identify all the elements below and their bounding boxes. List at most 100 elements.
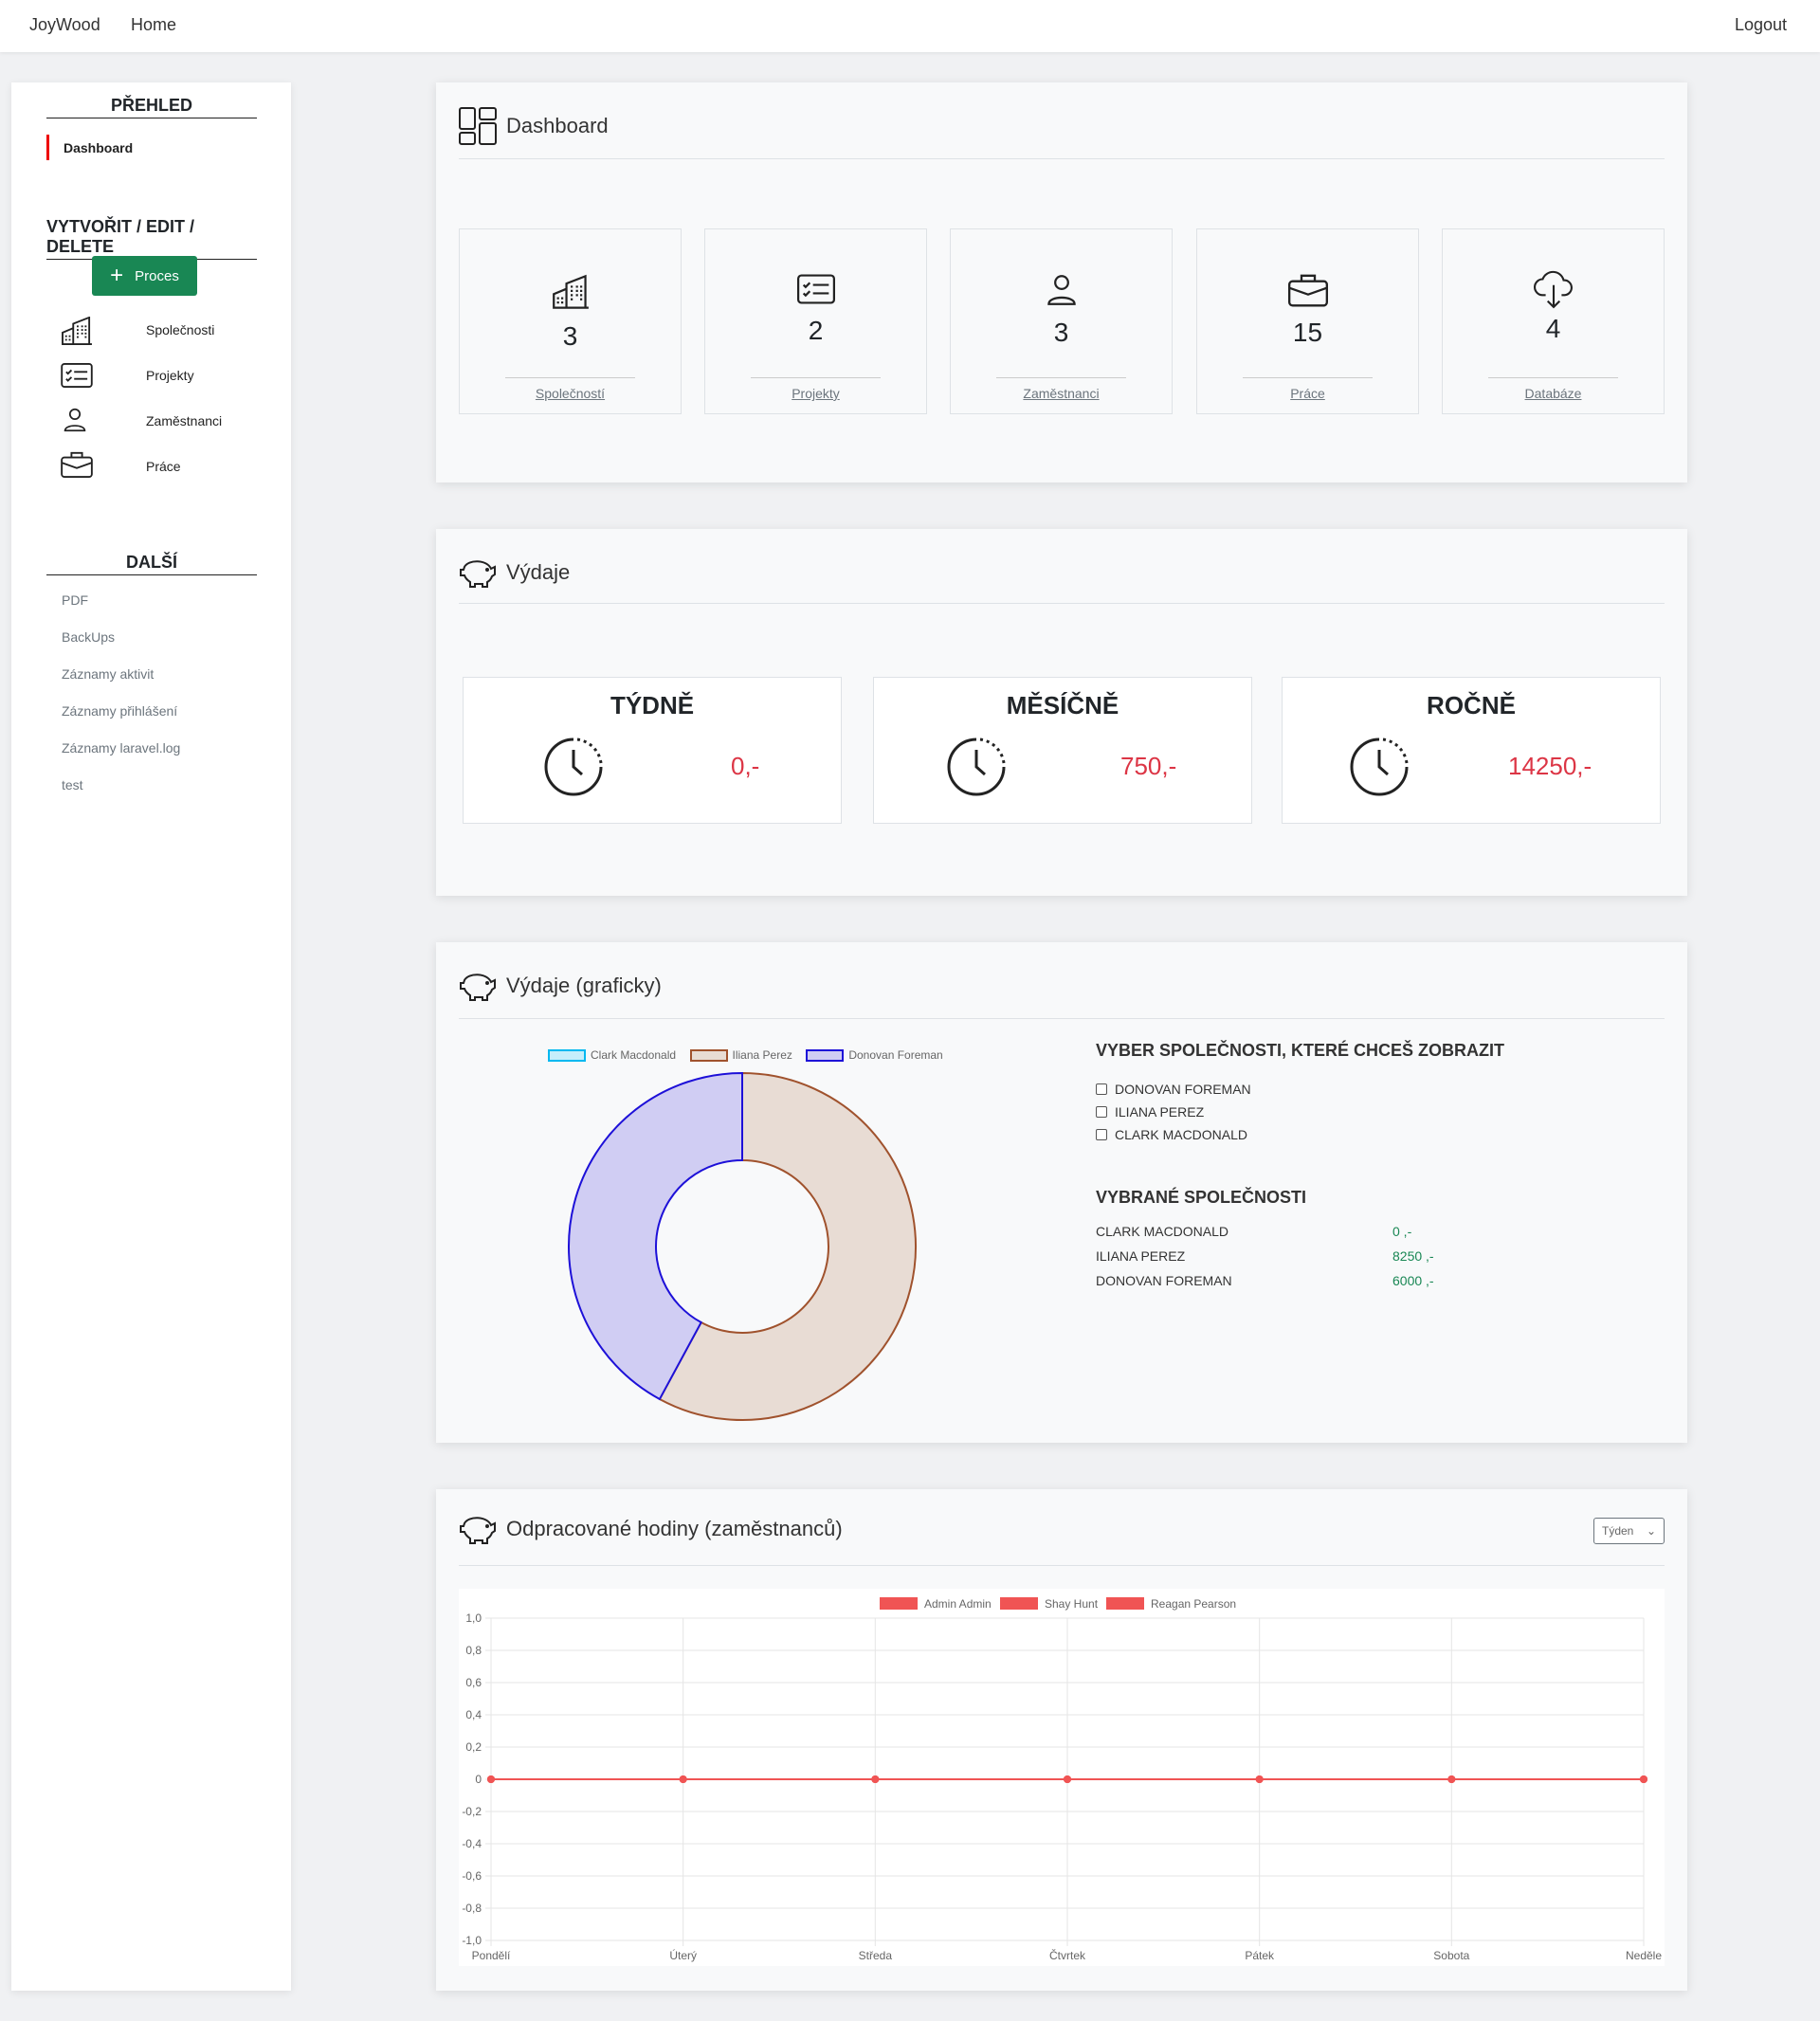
clock-icon [1349,737,1410,797]
legend-swatch [1106,1597,1144,1610]
building-icon [552,273,590,311]
sidebar-link-login-log[interactable]: Záznamy přihlášení [62,703,178,719]
stat-companies[interactable]: 3 Společností [459,228,682,414]
selected-companies-list: CLARK MACDONALD 0 ,- ILIANA PEREZ 8250 ,- DO… [1096,1224,1475,1298]
expenses-title: Výdaje [506,560,571,584]
company-checkbox-list: DONOVAN FOREMAN ILIANA PEREZ CLARK MACDONA… [1096,1078,1251,1146]
legend-label: Clark Macdonald [591,1048,677,1062]
company-checkbox-row: DONOVAN FOREMAN [1096,1078,1251,1101]
stat-projects[interactable]: 2 Projekty [704,228,927,414]
briefcase-icon [1288,273,1328,307]
doughnut-slice-1[interactable] [658,1071,917,1421]
top-navbar: JoyWood Home Logout [0,0,1820,52]
y-tick-label: 0,6 [465,1676,482,1689]
person-icon [63,406,87,434]
selected-company-row: DONOVAN FOREMAN 6000 ,- [1096,1273,1475,1298]
legend-swatch [689,1048,728,1062]
sidebar-link-test[interactable]: test [62,777,83,792]
legend-swatch [548,1048,586,1062]
expense-weekly: TÝDNĚ 0,- [463,677,842,824]
expenses-chart-card: Výdaje (graficky) Clark Macdonald Iliana… [436,942,1687,1443]
hours-card: Odpracované hodiny (zaměstnanců) Týden ⌄ … [436,1489,1687,1991]
legend-item[interactable]: Donovan Foreman [806,1048,943,1062]
selected-company-value: 6000 ,- [1392,1273,1434,1288]
period-select[interactable]: Týden ⌄ [1593,1518,1665,1544]
selected-company-name: CLARK MACDONALD [1096,1224,1229,1239]
x-tick-label: Pondělí [472,1949,511,1962]
expense-monthly: MĚSÍČNĚ 750,- [873,677,1252,824]
period-value: 0,- [731,752,760,780]
stat-value: 3 [562,321,578,351]
stat-employees[interactable]: 3 Zaměstnanci [950,228,1173,414]
process-button[interactable]: + Proces [92,256,197,296]
person-icon [1046,273,1078,307]
data-point[interactable] [1447,1775,1456,1783]
expenses-chart-title: Výdaje (graficky) [506,974,662,997]
period-label: ROČNĚ [1427,691,1516,719]
company-checkbox-label: DONOVAN FOREMAN [1115,1082,1251,1097]
sidebar-link-laravel-log[interactable]: Záznamy laravel.log [62,740,181,756]
home-link[interactable]: Home [131,15,177,34]
sidebar-item-spolecnosti[interactable]: Společnosti [146,322,215,337]
piggy-bank-icon [459,971,497,1001]
company-checkbox-row: CLARK MACDONALD [1096,1123,1251,1146]
y-tick-label: -0,8 [462,1902,482,1915]
legend-label[interactable]: Shay Hunt [1045,1597,1099,1611]
data-point[interactable] [871,1775,880,1783]
sidebar-item-projekty[interactable]: Projekty [146,368,194,383]
y-tick-label: 0,4 [465,1708,482,1721]
doughnut-chart [568,1071,917,1421]
stat-link[interactable]: Zaměstnanci [996,377,1126,401]
brand-link[interactable]: JoyWood [29,15,100,34]
doughnut-slice-2[interactable] [568,1071,743,1401]
sidebar-link-backups[interactable]: BackUps [62,629,116,645]
data-point[interactable] [1255,1775,1264,1783]
selected-company-row: ILIANA PEREZ 8250 ,- [1096,1248,1475,1273]
sidebar-item-dashboard[interactable]: Dashboard [64,140,134,155]
sidebar-link-activity-log[interactable]: Záznamy aktivit [62,666,155,682]
doughnut-legend: Clark Macdonald Iliana Perez Donovan For… [548,1048,953,1066]
y-tick-label: -0,4 [462,1837,482,1850]
plus-icon: + [110,263,124,288]
briefcase-icon [61,451,93,478]
company-checkbox[interactable] [1096,1083,1107,1095]
x-tick-label: Středa [859,1949,893,1962]
checklist-icon [797,273,835,305]
y-tick-label: 0 [475,1773,482,1786]
company-checkbox-label: CLARK MACDONALD [1115,1127,1248,1142]
data-point[interactable] [1640,1775,1647,1783]
y-tick-label: 0,8 [465,1644,482,1657]
selected-company-name: ILIANA PEREZ [1096,1248,1186,1264]
company-checkbox[interactable] [1096,1106,1107,1118]
process-label: Proces [135,267,179,284]
sidebar-item-prace[interactable]: Práce [146,459,181,474]
stat-link[interactable]: Databáze [1488,377,1618,401]
stat-link[interactable]: Společností [505,377,635,401]
company-checkbox[interactable] [1096,1129,1107,1140]
stat-jobs[interactable]: 15 Práce [1196,228,1419,414]
data-point[interactable] [487,1775,495,1783]
building-icon [61,317,93,345]
data-point[interactable] [679,1775,687,1783]
legend-label[interactable]: Admin Admin [924,1597,992,1611]
piggy-bank-icon [459,1514,497,1544]
dashboard-title: Dashboard [506,114,609,137]
active-indicator [46,135,49,160]
period-label: TÝDNĚ [610,691,695,719]
legend-item[interactable]: Iliana Perez [689,1048,792,1062]
legend-label: Donovan Foreman [848,1048,943,1062]
data-point[interactable] [1064,1775,1071,1783]
stat-link[interactable]: Projekty [751,377,881,401]
sidebar-link-pdf[interactable]: PDF [62,592,88,608]
legend-item[interactable]: Clark Macdonald [548,1048,676,1062]
logout-link[interactable]: Logout [1735,15,1788,34]
expenses-card: Výdaje TÝDNĚ 0,- MĚSÍČNĚ 750,- ROČNĚ 14250,… [436,529,1687,896]
stat-databases[interactable]: 4 Databáze [1442,228,1665,414]
overview-heading: PŘEHLED [46,96,257,118]
x-tick-label: Neděle [1626,1949,1662,1962]
y-tick-label: -1,0 [462,1934,482,1947]
stat-link[interactable]: Práce [1243,377,1373,401]
dashboard-card: Dashboard 3 Společností 2 Projekty 3 Zaměst… [436,82,1687,482]
sidebar-item-zamestnanci[interactable]: Zaměstnanci [146,413,223,428]
legend-label[interactable]: Reagan Pearson [1151,1597,1236,1611]
